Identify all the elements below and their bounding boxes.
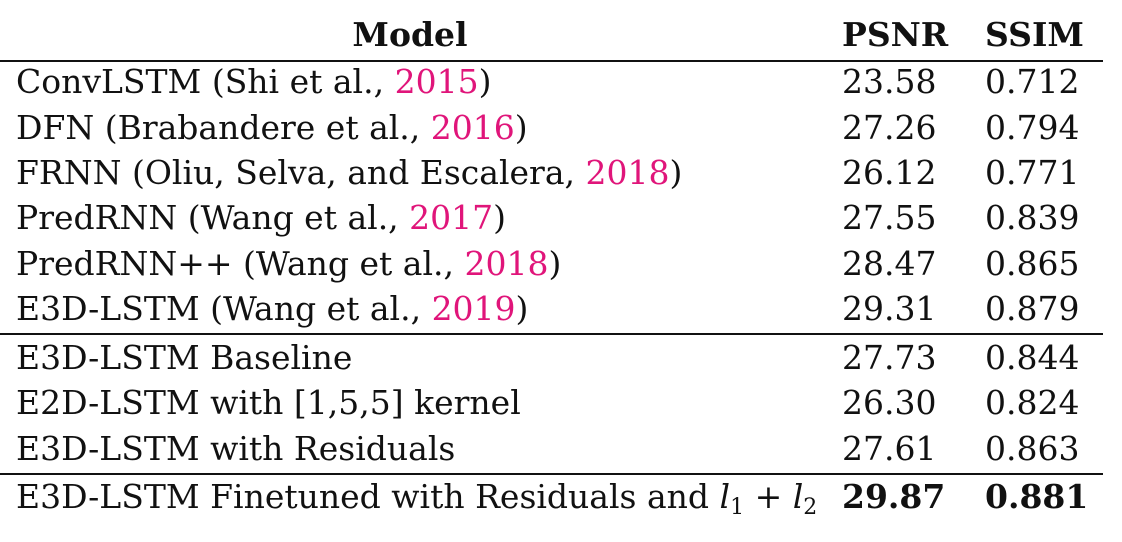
- ssim-value: 0.794: [985, 108, 1080, 147]
- model-name: E3D-LSTM Finetuned with Residuals and l1…: [16, 477, 818, 520]
- table-row: E2D-LSTM with [1,5,5] kernel 26.30 0.824: [0, 380, 1122, 426]
- citation-link[interactable]: 2019: [431, 289, 516, 328]
- model-name: ConvLSTM (Shi et al., 2015): [16, 62, 492, 101]
- ssim-value-best: 0.881: [985, 477, 1089, 516]
- ssim-value: 0.839: [985, 198, 1080, 237]
- header-psnr: PSNR: [842, 15, 949, 54]
- citation-link[interactable]: 2016: [430, 108, 515, 147]
- table-row: DFN (Brabandere et al., 2016) 27.26 0.79…: [0, 105, 1122, 151]
- loss-formula: l1 + l2: [719, 477, 818, 520]
- header-model: Model: [352, 15, 468, 54]
- citation-link[interactable]: 2018: [585, 153, 670, 192]
- psnr-value: 26.30: [842, 383, 937, 422]
- table-row: E3D-LSTM (Wang et al., 2019) 29.31 0.879: [0, 286, 1122, 332]
- citation-link[interactable]: 2017: [409, 198, 494, 237]
- psnr-value-best: 29.87: [842, 477, 946, 516]
- table-row: ConvLSTM (Shi et al., 2015) 23.58 0.712: [0, 59, 1122, 105]
- model-name: E3D-LSTM with Residuals: [16, 429, 456, 468]
- psnr-value: 27.61: [842, 429, 937, 468]
- model-name: E3D-LSTM (Wang et al., 2019): [16, 289, 529, 328]
- model-name: DFN (Brabandere et al., 2016): [16, 108, 528, 147]
- rule-top: [0, 60, 1103, 62]
- model-name: PredRNN (Wang et al., 2017): [16, 198, 507, 237]
- table-row: PredRNN (Wang et al., 2017) 27.55 0.839: [0, 195, 1122, 241]
- ssim-value: 0.879: [985, 289, 1080, 328]
- ssim-value: 0.771: [985, 153, 1080, 192]
- psnr-value: 28.47: [842, 244, 937, 283]
- ssim-value: 0.824: [985, 383, 1080, 422]
- model-name: E3D-LSTM Baseline: [16, 338, 353, 377]
- rule-mid-1: [0, 333, 1103, 335]
- table-row: PredRNN++ (Wang et al., 2018) 28.47 0.86…: [0, 241, 1122, 287]
- header-ssim: SSIM: [985, 15, 1084, 54]
- ssim-value: 0.863: [985, 429, 1080, 468]
- model-name: FRNN (Oliu, Selva, and Escalera, 2018): [16, 153, 683, 192]
- psnr-value: 29.31: [842, 289, 937, 328]
- ssim-value: 0.844: [985, 338, 1080, 377]
- model-name: E2D-LSTM with [1,5,5] kernel: [16, 383, 521, 422]
- citation-link[interactable]: 2015: [394, 62, 479, 101]
- table-header: Model PSNR SSIM: [0, 12, 1122, 58]
- citation-link[interactable]: 2018: [464, 244, 549, 283]
- psnr-value: 26.12: [842, 153, 937, 192]
- table-row-best: E3D-LSTM Finetuned with Residuals and l1…: [0, 474, 1122, 520]
- psnr-value: 27.73: [842, 338, 937, 377]
- table-row: E3D-LSTM with Residuals 27.61 0.863: [0, 426, 1122, 472]
- table-row: E3D-LSTM Baseline 27.73 0.844: [0, 335, 1122, 381]
- psnr-value: 27.55: [842, 198, 937, 237]
- psnr-value: 27.26: [842, 108, 937, 147]
- ssim-value: 0.865: [985, 244, 1080, 283]
- ssim-value: 0.712: [985, 62, 1080, 101]
- rule-mid-2: [0, 473, 1103, 475]
- psnr-value: 23.58: [842, 62, 937, 101]
- model-name: PredRNN++ (Wang et al., 2018): [16, 244, 562, 283]
- table-row: FRNN (Oliu, Selva, and Escalera, 2018) 2…: [0, 150, 1122, 196]
